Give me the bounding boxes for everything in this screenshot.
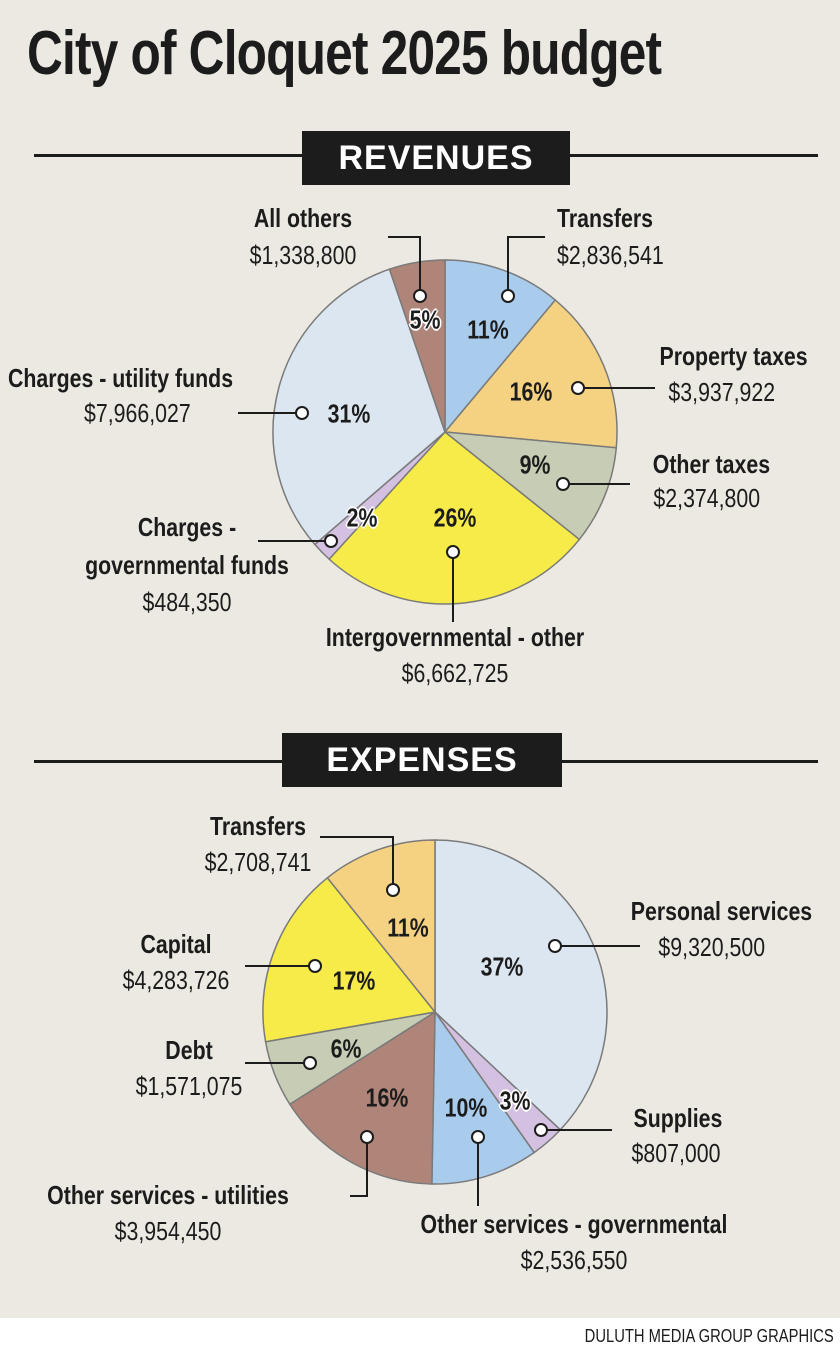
dot-icon bbox=[303, 1056, 317, 1070]
expenses-header: EXPENSES bbox=[282, 733, 562, 787]
dot-icon bbox=[471, 1130, 485, 1144]
pie-slice-transfers bbox=[444, 259, 557, 435]
exp-pct-utilities: 16% bbox=[365, 1082, 409, 1113]
exp-pct-supplies: 3% bbox=[499, 1085, 531, 1116]
exp-label-debt: Debt bbox=[165, 1035, 213, 1065]
exp-label-gov: Other services - governmental bbox=[420, 1209, 728, 1239]
dot-icon bbox=[413, 289, 427, 303]
rev-value-intergov: $6,662,725 bbox=[401, 658, 509, 688]
exp-pct-personal: 37% bbox=[480, 951, 524, 982]
exp-pct-debt: 6% bbox=[330, 1033, 362, 1064]
exp-pct-transfers: 11% bbox=[387, 912, 429, 943]
dot-icon bbox=[324, 534, 338, 548]
dot-icon bbox=[386, 883, 400, 897]
pie-slice-transfers bbox=[326, 839, 436, 1015]
exp-pct-capital: 17% bbox=[332, 965, 376, 996]
exp-label-capital: Capital bbox=[140, 929, 212, 959]
exp-label-transfers: Transfers bbox=[209, 811, 307, 841]
rev-pct-charges-util: 31% bbox=[327, 398, 371, 429]
rev-label-charges-util: Charges - utility funds bbox=[8, 363, 234, 393]
leader-rev-transfers bbox=[507, 236, 545, 296]
dot-icon bbox=[501, 289, 515, 303]
pie-slice-other-services-governmental bbox=[431, 1009, 536, 1185]
rev-pct-transfers: 11% bbox=[467, 314, 509, 345]
revenues-pie bbox=[272, 259, 618, 605]
exp-label-utilities: Other services - utilities bbox=[47, 1180, 289, 1210]
leader-rev-all-others bbox=[388, 236, 421, 296]
dot-icon bbox=[360, 1130, 374, 1144]
pie-slice-property-taxes bbox=[443, 298, 618, 449]
dot-icon bbox=[548, 939, 562, 953]
rev-label-intergov: Intergovernmental - other bbox=[325, 622, 585, 652]
pie-slice-other-taxes bbox=[442, 431, 618, 541]
credit-line: DULUTH MEDIA GROUP GRAPHICS bbox=[584, 1326, 834, 1346]
dot-icon bbox=[446, 545, 460, 559]
dot-icon bbox=[571, 381, 585, 395]
dot-icon bbox=[295, 406, 309, 420]
exp-label-personal: Personal services bbox=[630, 896, 812, 926]
rev-label-charges-gov-1: Charges - bbox=[137, 512, 237, 542]
rev-pct-property: 16% bbox=[509, 376, 553, 407]
pie-slice-capital bbox=[262, 876, 437, 1043]
page-title: City of Cloquet 2025 budget bbox=[27, 19, 662, 88]
rev-value-transfers: $2,836,541 bbox=[557, 240, 664, 270]
rev-label-property: Property taxes bbox=[659, 341, 808, 371]
exp-label-supplies: Supplies bbox=[633, 1103, 722, 1133]
rev-label-other-taxes: Other taxes bbox=[652, 449, 770, 479]
leader-exp-transfers bbox=[320, 836, 394, 890]
expenses-pie bbox=[262, 839, 608, 1185]
rev-value-other-taxes: $2,374,800 bbox=[653, 483, 760, 513]
pie-slice-all-others bbox=[388, 259, 446, 433]
revenues-header: REVENUES bbox=[302, 131, 570, 185]
rev-value-charges-util: $7,966,027 bbox=[84, 398, 191, 428]
rev-pct-intergov: 26% bbox=[433, 502, 477, 533]
rev-pct-charges-gov: 2% bbox=[346, 502, 378, 533]
leader-dots bbox=[295, 289, 585, 1144]
exp-value-personal: $9,320,500 bbox=[658, 932, 765, 962]
rev-pct-other-taxes: 9% bbox=[519, 449, 551, 480]
exp-value-gov: $2,536,550 bbox=[520, 1245, 628, 1275]
exp-pct-gov: 10% bbox=[444, 1092, 488, 1123]
leader-exp-utilities bbox=[350, 1137, 368, 1197]
exp-value-utilities: $3,954,450 bbox=[114, 1216, 222, 1246]
pie-slice-other-services-utilities bbox=[288, 1010, 436, 1185]
dot-icon bbox=[308, 959, 322, 973]
exp-value-debt: $1,571,075 bbox=[135, 1071, 243, 1101]
pie-slice-charges-utility-funds bbox=[272, 268, 446, 546]
rev-label-charges-gov-2: governmental funds bbox=[85, 550, 289, 580]
exp-value-capital: $4,283,726 bbox=[122, 965, 230, 995]
rev-label-transfers: Transfers bbox=[557, 203, 654, 233]
rev-label-all-others: All others bbox=[253, 203, 353, 233]
rev-value-property: $3,937,922 bbox=[668, 377, 775, 407]
exp-value-transfers: $2,708,741 bbox=[204, 847, 312, 877]
pie-slice-intergovernmental-other bbox=[328, 430, 581, 605]
rev-value-all-others: $1,338,800 bbox=[249, 240, 357, 270]
rev-value-charges-gov: $484,350 bbox=[142, 587, 232, 617]
rev-pct-all-others: 5% bbox=[409, 304, 441, 335]
leader-lines bbox=[238, 236, 655, 1206]
dot-icon bbox=[556, 477, 570, 491]
pie-slice-personal-services bbox=[434, 839, 608, 1131]
exp-value-supplies: $807,000 bbox=[631, 1138, 720, 1168]
dot-icon bbox=[534, 1123, 548, 1137]
